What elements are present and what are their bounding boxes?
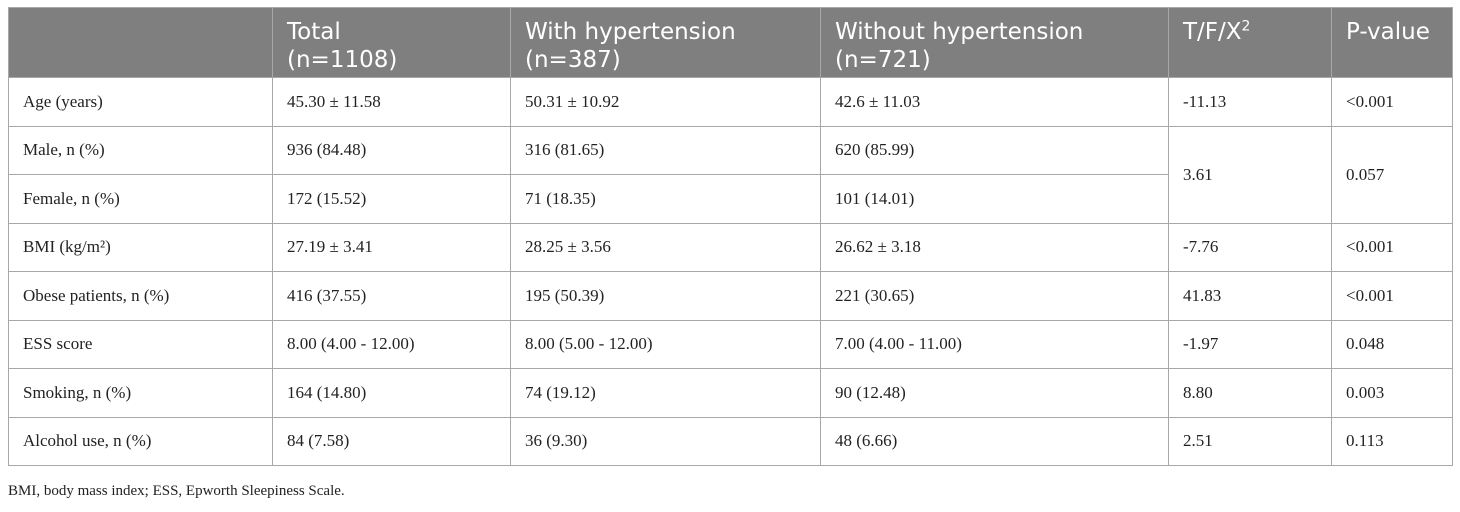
header-total-title: Total xyxy=(287,19,341,45)
header-without-title: Without hypertension xyxy=(835,19,1083,45)
header-test-statistic: T/F/X2 xyxy=(1169,8,1332,78)
cell-with-hypertension: 74 (19.12) xyxy=(511,369,821,418)
row-label: Smoking, n (%) xyxy=(9,369,273,418)
header-without-hypertension: Without hypertension (n=721) xyxy=(821,8,1169,78)
row-label: BMI (kg/m²) xyxy=(9,223,273,272)
cell-p-value: 0.003 xyxy=(1332,369,1453,418)
cell-p-value: 0.057 xyxy=(1332,126,1453,223)
header-stat-base: T/F/X xyxy=(1183,19,1242,45)
table-footnote: BMI, body mass index; ESS, Epworth Sleep… xyxy=(8,483,345,500)
cell-test-statistic: 41.83 xyxy=(1169,272,1332,321)
cell-test-statistic: 3.61 xyxy=(1169,126,1332,223)
cell-test-statistic: 8.80 xyxy=(1169,369,1332,418)
header-p-value: P-value xyxy=(1332,8,1453,78)
cell-p-value: 0.048 xyxy=(1332,320,1453,369)
header-with-hypertension: With hypertension (n=387) xyxy=(511,8,821,78)
header-without-count: (n=721) xyxy=(835,47,931,73)
cell-p-value: <0.001 xyxy=(1332,78,1453,127)
row-label: ESS score xyxy=(9,320,273,369)
cell-with-hypertension: 50.31 ± 10.92 xyxy=(511,78,821,127)
row-label: Female, n (%) xyxy=(9,175,273,224)
table-container: Total (n=1108) With hypertension (n=387)… xyxy=(8,7,1452,466)
row-label: Male, n (%) xyxy=(9,126,273,175)
cell-with-hypertension: 316 (81.65) xyxy=(511,126,821,175)
header-total: Total (n=1108) xyxy=(273,8,511,78)
table-row: Age (years) 45.30 ± 11.58 50.31 ± 10.92 … xyxy=(9,78,1453,127)
cell-total: 8.00 (4.00 - 12.00) xyxy=(273,320,511,369)
row-label: Alcohol use, n (%) xyxy=(9,417,273,466)
table-row: ESS score 8.00 (4.00 - 12.00) 8.00 (5.00… xyxy=(9,320,1453,369)
cell-total: 164 (14.80) xyxy=(273,369,511,418)
cell-without-hypertension: 7.00 (4.00 - 11.00) xyxy=(821,320,1169,369)
table-row: Male, n (%) 936 (84.48) 316 (81.65) 620 … xyxy=(9,126,1453,175)
cell-without-hypertension: 620 (85.99) xyxy=(821,126,1169,175)
header-stat-superscript: 2 xyxy=(1242,18,1251,34)
table-row: Smoking, n (%) 164 (14.80) 74 (19.12) 90… xyxy=(9,369,1453,418)
table-row: Obese patients, n (%) 416 (37.55) 195 (5… xyxy=(9,272,1453,321)
table-row: BMI (kg/m²) 27.19 ± 3.41 28.25 ± 3.56 26… xyxy=(9,223,1453,272)
cell-without-hypertension: 48 (6.66) xyxy=(821,417,1169,466)
characteristics-table: Total (n=1108) With hypertension (n=387)… xyxy=(8,7,1453,466)
header-label xyxy=(9,8,273,78)
cell-test-statistic: -7.76 xyxy=(1169,223,1332,272)
cell-total: 27.19 ± 3.41 xyxy=(273,223,511,272)
table-row: Alcohol use, n (%) 84 (7.58) 36 (9.30) 4… xyxy=(9,417,1453,466)
cell-with-hypertension: 8.00 (5.00 - 12.00) xyxy=(511,320,821,369)
cell-without-hypertension: 42.6 ± 11.03 xyxy=(821,78,1169,127)
cell-total: 936 (84.48) xyxy=(273,126,511,175)
cell-p-value: <0.001 xyxy=(1332,272,1453,321)
cell-without-hypertension: 221 (30.65) xyxy=(821,272,1169,321)
header-with-title: With hypertension xyxy=(525,19,736,45)
cell-total: 416 (37.55) xyxy=(273,272,511,321)
cell-without-hypertension: 26.62 ± 3.18 xyxy=(821,223,1169,272)
header-row: Total (n=1108) With hypertension (n=387)… xyxy=(9,8,1453,78)
cell-total: 84 (7.58) xyxy=(273,417,511,466)
row-label: Age (years) xyxy=(9,78,273,127)
cell-with-hypertension: 195 (50.39) xyxy=(511,272,821,321)
cell-p-value: <0.001 xyxy=(1332,223,1453,272)
cell-without-hypertension: 90 (12.48) xyxy=(821,369,1169,418)
cell-test-statistic: -11.13 xyxy=(1169,78,1332,127)
cell-total: 172 (15.52) xyxy=(273,175,511,224)
cell-test-statistic: -1.97 xyxy=(1169,320,1332,369)
cell-total: 45.30 ± 11.58 xyxy=(273,78,511,127)
header-with-count: (n=387) xyxy=(525,47,621,73)
cell-test-statistic: 2.51 xyxy=(1169,417,1332,466)
cell-p-value: 0.113 xyxy=(1332,417,1453,466)
cell-with-hypertension: 36 (9.30) xyxy=(511,417,821,466)
cell-without-hypertension: 101 (14.01) xyxy=(821,175,1169,224)
cell-with-hypertension: 28.25 ± 3.56 xyxy=(511,223,821,272)
cell-with-hypertension: 71 (18.35) xyxy=(511,175,821,224)
row-label: Obese patients, n (%) xyxy=(9,272,273,321)
header-total-count: (n=1108) xyxy=(287,47,397,73)
